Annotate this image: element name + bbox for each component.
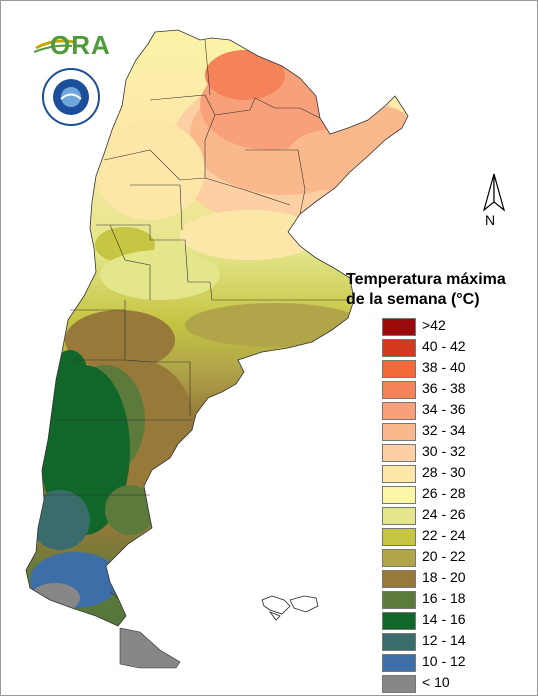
legend-label: 12 - 14 <box>422 632 466 648</box>
legend-label: 38 - 40 <box>422 359 466 375</box>
legend-label: < 10 <box>422 674 450 690</box>
country-outline <box>25 29 409 627</box>
legend-swatch <box>382 507 416 525</box>
north-arrow-icon <box>482 173 506 212</box>
legend-swatch <box>382 486 416 504</box>
tierra-del-fuego <box>119 627 181 669</box>
legend-label: 30 - 32 <box>422 443 466 459</box>
legend-label: 28 - 30 <box>422 464 466 480</box>
legend-label: 40 - 42 <box>422 338 466 354</box>
legend-swatch <box>382 654 416 672</box>
province-borders <box>44 39 350 599</box>
north-label: N <box>485 212 496 228</box>
legend-label: 22 - 24 <box>422 527 466 543</box>
legend-swatch <box>382 360 416 378</box>
legend-swatch <box>382 339 416 357</box>
legend-swatch <box>382 549 416 567</box>
legend-title-line2: de la semana (°C) <box>346 291 480 308</box>
malvinas-islands <box>261 595 319 621</box>
legend-label: 32 - 34 <box>422 422 466 438</box>
legend-swatch <box>382 633 416 651</box>
legend-swatch <box>382 381 416 399</box>
legend-title: Temperatura máxima de la semana (°C) <box>346 270 536 310</box>
legend-label: 10 - 12 <box>422 653 466 669</box>
legend-label: 18 - 20 <box>422 569 466 585</box>
legend-label: 20 - 22 <box>422 548 466 564</box>
legend-swatch <box>382 675 416 693</box>
legend-swatch <box>382 423 416 441</box>
legend-label: 34 - 36 <box>422 401 466 417</box>
ora-logo-text: ORA <box>50 30 111 60</box>
legend-swatch <box>382 570 416 588</box>
legend-swatch <box>382 444 416 462</box>
legend-title-line1: Temperatura máxima <box>346 271 506 288</box>
legend-label: 24 - 26 <box>422 506 466 522</box>
legend-swatch <box>382 318 416 336</box>
legend-swatch <box>382 465 416 483</box>
legend-swatch <box>382 612 416 630</box>
legend-label: >42 <box>422 317 446 333</box>
legend-swatch <box>382 528 416 546</box>
legend-label: 14 - 16 <box>422 611 466 627</box>
ora-logo-icon <box>34 39 75 53</box>
smn-seal-icon <box>42 68 100 126</box>
legend-swatch <box>382 402 416 420</box>
legend-label: 16 - 18 <box>422 590 466 606</box>
legend-label: 36 - 38 <box>422 380 466 396</box>
legend-swatch <box>382 591 416 609</box>
legend-label: 26 - 28 <box>422 485 466 501</box>
